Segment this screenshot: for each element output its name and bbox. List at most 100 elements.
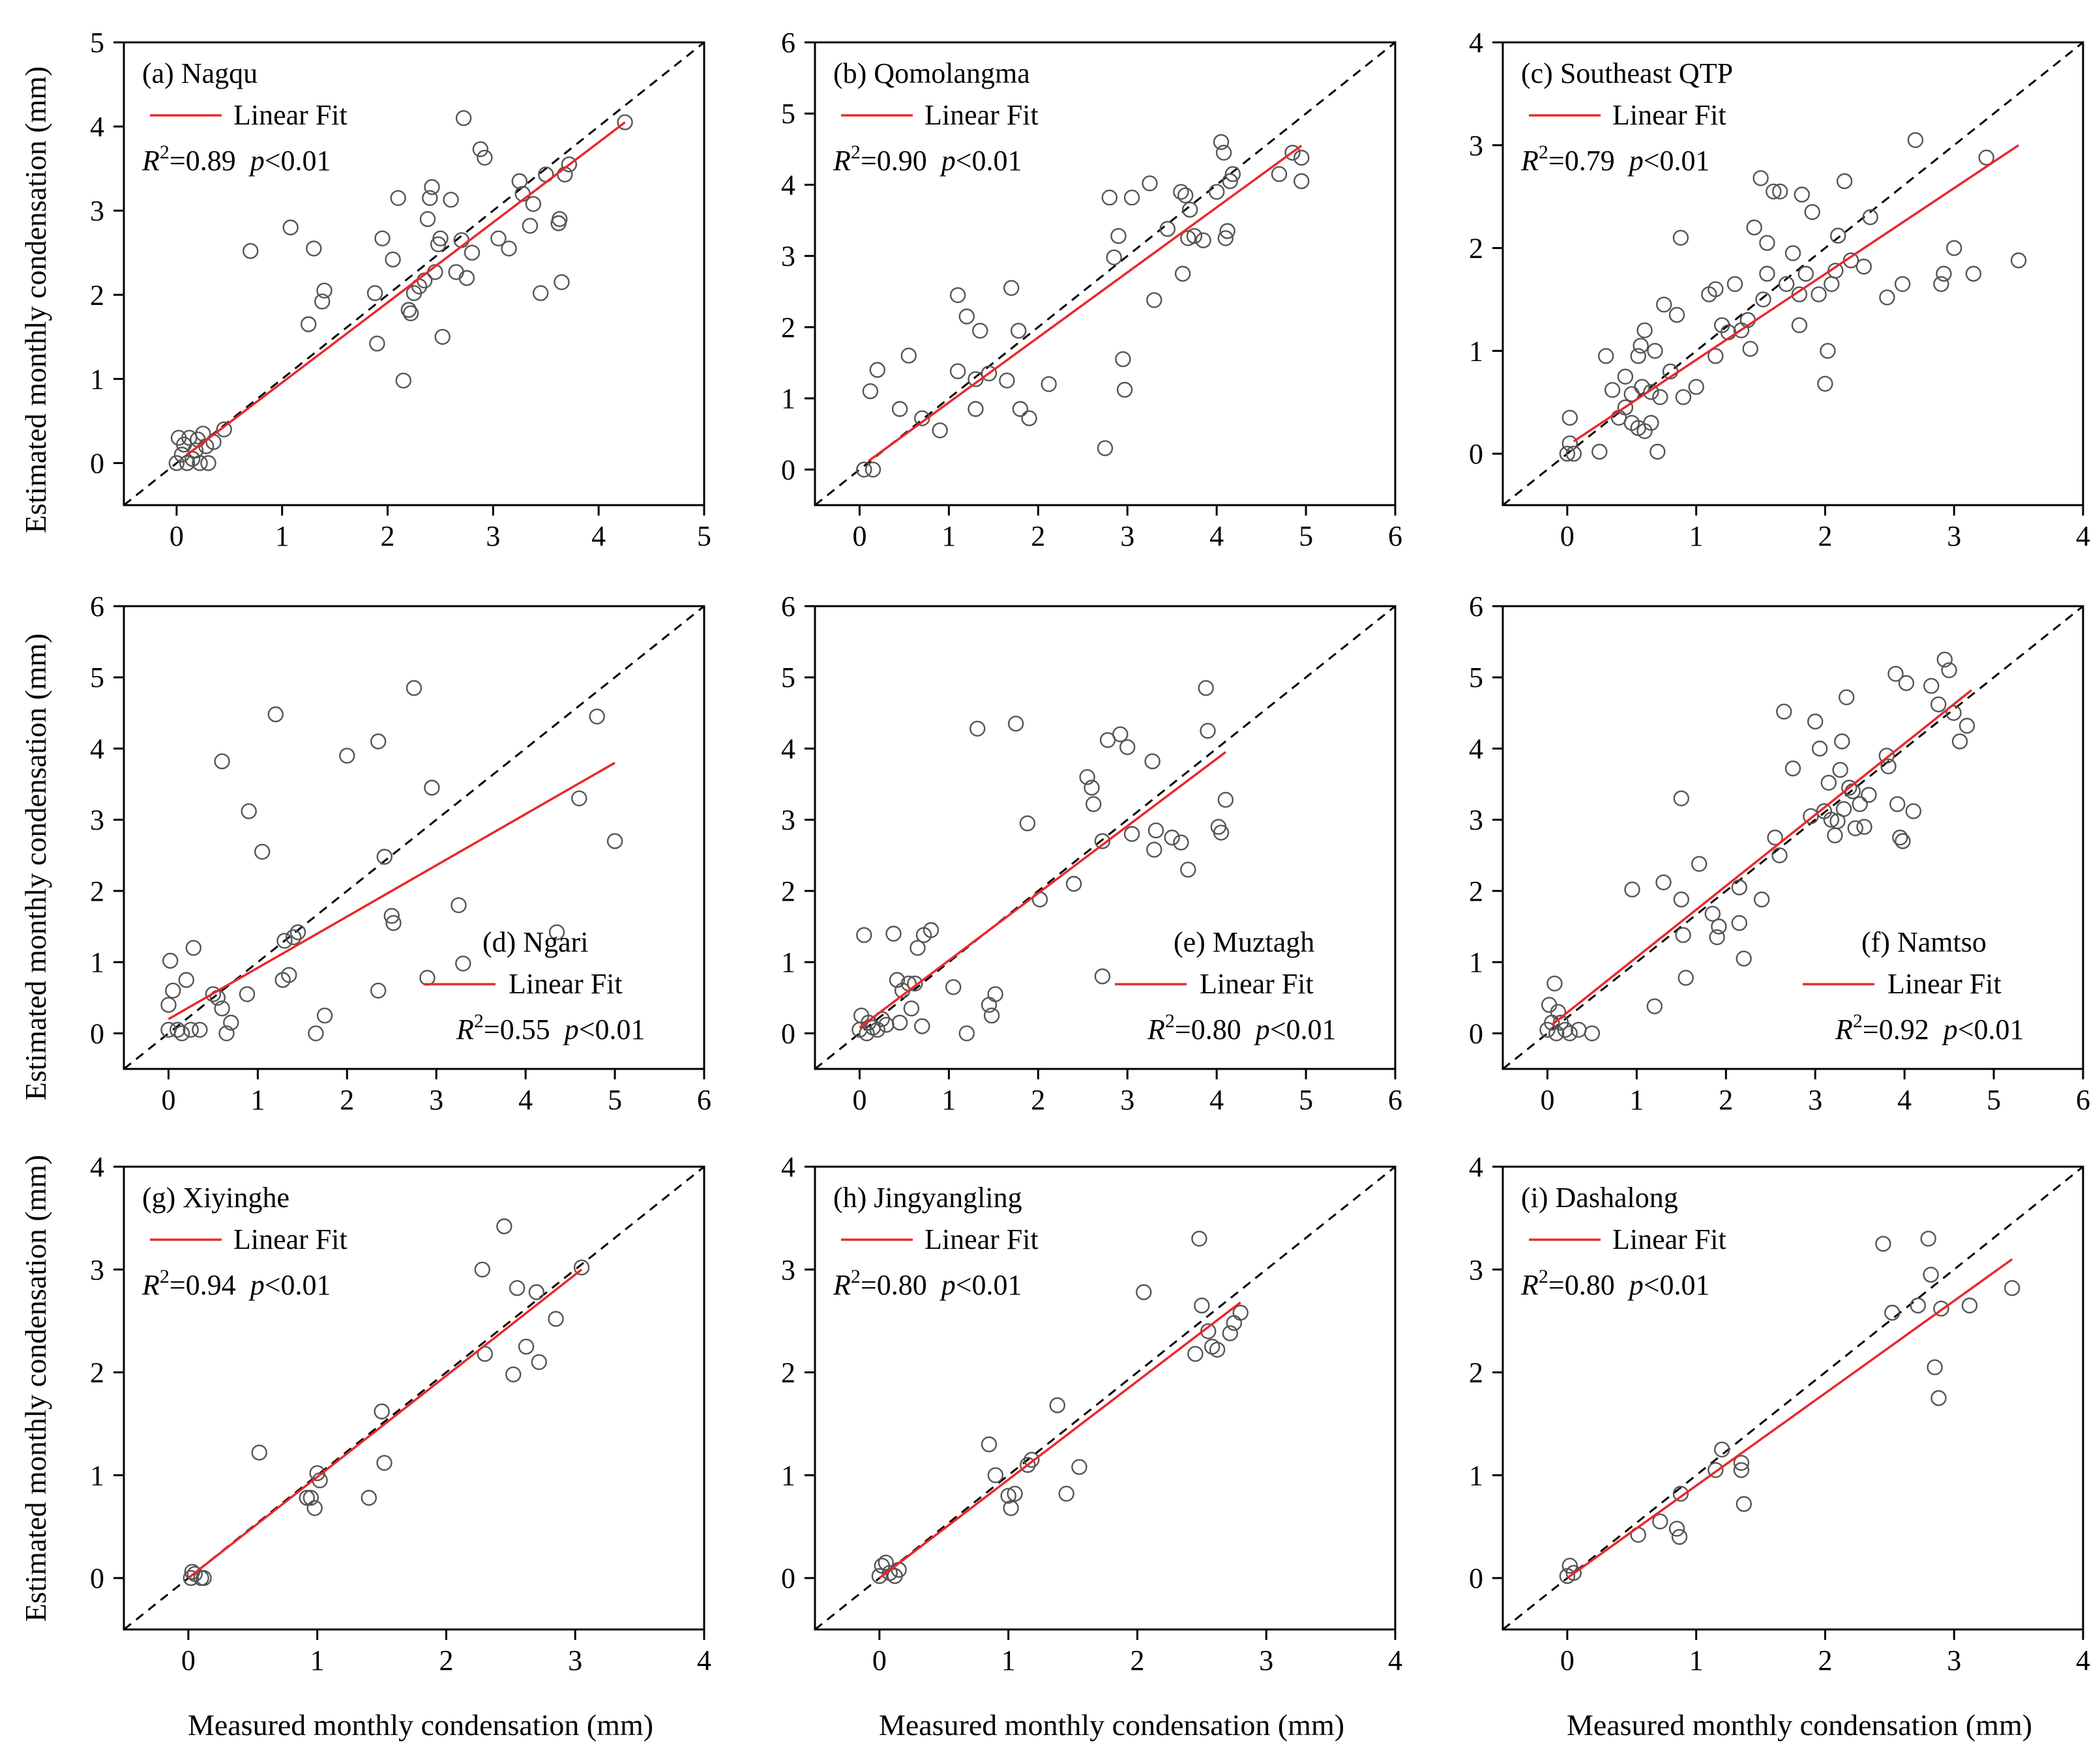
- data-point: [1584, 1025, 1601, 1042]
- data-point: [1838, 689, 1855, 706]
- data-point: [160, 997, 177, 1013]
- data-point: [1708, 1462, 1724, 1478]
- data-point: [458, 270, 475, 286]
- data-point: [451, 897, 467, 914]
- y-tick-label: 2: [1469, 1357, 1483, 1389]
- data-point: [299, 1489, 315, 1506]
- data-point: [1123, 189, 1140, 206]
- data-point: [1675, 389, 1692, 405]
- y-tick-label: 0: [1469, 1562, 1483, 1594]
- data-point: [1204, 1338, 1220, 1355]
- y-tick-label: 6: [1469, 591, 1483, 622]
- p-value: <0.01: [1644, 145, 1710, 177]
- x-tick-label: 4: [518, 1084, 533, 1116]
- data-point: [891, 401, 908, 417]
- data-point: [1711, 918, 1727, 935]
- data-point: [1951, 733, 1968, 750]
- data-point: [1010, 323, 1027, 339]
- legend-label: Linear Fit: [924, 99, 1039, 131]
- data-point: [1678, 969, 1694, 986]
- data-point: [1887, 665, 1904, 682]
- data-point: [1752, 170, 1769, 186]
- y-tick-label: 1: [781, 1459, 795, 1491]
- y-tick-label: 5: [1469, 662, 1483, 694]
- data-point: [1655, 297, 1672, 313]
- x-tick-label: 0: [181, 1644, 196, 1676]
- data-point: [1878, 748, 1895, 764]
- r2-statistic: R2=0.80 p<0.01: [1147, 1010, 1337, 1045]
- data-point: [1820, 774, 1837, 791]
- data-point: [1643, 415, 1659, 431]
- data-point: [477, 149, 493, 166]
- data-point: [1222, 173, 1238, 190]
- data-point: [1058, 1485, 1074, 1502]
- r2-symbol: R: [141, 1269, 160, 1301]
- r2-value: =0.90: [861, 145, 927, 177]
- data-point: [1021, 410, 1037, 426]
- data-point: [434, 328, 451, 345]
- data-point: [1094, 833, 1111, 849]
- data-point: [1823, 811, 1840, 828]
- data-point: [306, 1500, 323, 1517]
- data-point: [183, 1021, 199, 1038]
- data-point: [1930, 1390, 1947, 1407]
- legend-label: Linear Fit: [233, 99, 348, 131]
- legend-label: Linear Fit: [1612, 1223, 1726, 1255]
- data-point: [1672, 1485, 1689, 1502]
- data-point: [1222, 1325, 1239, 1341]
- p-value: <0.01: [1644, 1269, 1710, 1301]
- data-point: [1110, 227, 1127, 244]
- data-point: [254, 843, 271, 860]
- data-point: [932, 422, 948, 439]
- data-point: [1173, 184, 1189, 200]
- data-point: [183, 1570, 199, 1586]
- x-tick-label: 5: [1987, 1084, 2001, 1116]
- r2-value: =0.89: [170, 145, 236, 177]
- data-point: [1019, 815, 1036, 832]
- data-point: [889, 972, 906, 988]
- data-point: [1136, 1284, 1152, 1300]
- data-point: [561, 156, 578, 173]
- x-tick-label: 2: [1031, 520, 1045, 552]
- data-point: [1875, 1236, 1891, 1252]
- data-point: [390, 190, 406, 206]
- data-point: [339, 748, 355, 764]
- data-point: [1811, 286, 1827, 302]
- data-point: [505, 1366, 522, 1382]
- data-point: [589, 708, 605, 725]
- data-point: [162, 952, 179, 969]
- one-to-one-line: [814, 1165, 1396, 1631]
- data-point: [376, 1455, 392, 1471]
- data-point: [910, 940, 926, 956]
- data-point: [185, 940, 201, 956]
- x-tick-label: 1: [1629, 1084, 1644, 1116]
- data-point: [1208, 184, 1225, 200]
- data-point: [1835, 801, 1852, 817]
- data-point: [385, 914, 402, 931]
- data-point: [1898, 675, 1915, 692]
- data-point: [949, 287, 966, 303]
- data-point: [1217, 791, 1234, 808]
- data-point: [385, 251, 401, 268]
- data-point: [1293, 149, 1310, 166]
- y-tick-label: 1: [781, 383, 795, 415]
- x-tick-label: 6: [2076, 1084, 2090, 1116]
- r2-statistic: R2=0.94 p<0.01: [141, 1266, 331, 1301]
- legend-label: Linear Fit: [1200, 968, 1314, 1000]
- data-point: [241, 803, 257, 819]
- data-point: [1000, 1487, 1016, 1504]
- data-point: [1671, 1528, 1688, 1545]
- r2-statistic: R2=0.79 p<0.01: [1520, 141, 1710, 177]
- y-tick-label: 1: [90, 1459, 104, 1491]
- data-point: [1945, 240, 1962, 256]
- y-tick-label: 0: [1469, 438, 1483, 470]
- data-point: [1191, 1231, 1207, 1247]
- data-point: [885, 926, 902, 942]
- data-point: [1084, 780, 1100, 796]
- data-point: [1936, 265, 1952, 282]
- x-tick-label: 3: [568, 1644, 582, 1676]
- data-point: [448, 264, 464, 280]
